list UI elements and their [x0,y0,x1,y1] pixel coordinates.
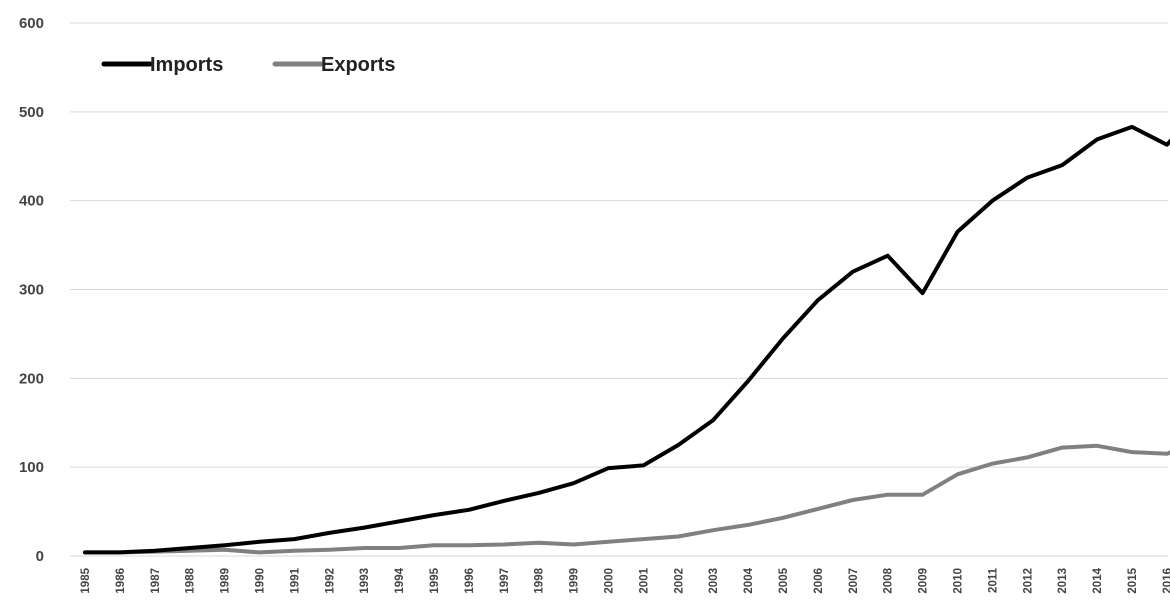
x-tick-label: 2008 [883,567,895,593]
x-tick-label: 2014 [1092,567,1104,593]
gridlines [70,22,1168,557]
x-tick-label: 1987 [150,568,162,594]
series-lines [83,124,1170,555]
x-tick-label: 2011 [987,567,999,593]
x-tick-label: 1996 [464,568,476,594]
legend-item-exports: Exports [272,54,395,76]
x-tick-label: 2015 [1127,567,1139,593]
x-tick-label: 1997 [499,568,511,594]
x-tick-label: 1990 [255,568,267,594]
legend: Imports Exports [101,54,395,76]
x-tick-label: 2001 [638,567,650,593]
x-tick-label: 2002 [673,568,685,594]
x-tick-label: 2009 [918,568,930,594]
y-tick-label: 600 [19,15,44,32]
x-tick-label: 1992 [324,568,336,594]
x-tick-label: 1985 [80,567,92,593]
x-tick-label: 1999 [569,568,581,594]
x-tick-label: 2016 [1162,568,1170,594]
y-tick-label: 200 [19,370,44,387]
x-tick-label: 1989 [220,568,232,594]
x-tick-label: 2004 [743,567,755,593]
series-line-imports [83,124,1170,555]
x-tick-label: 1994 [394,567,406,593]
y-tick-label: 300 [19,282,44,299]
x-tick-label: 2010 [953,568,965,594]
x-tick-label: 1993 [359,568,371,594]
x-tick-label: 2003 [708,568,720,594]
x-tick-label: 2013 [1057,568,1069,594]
x-tick-label: 1998 [534,567,546,593]
x-tick-label: 1988 [185,567,197,593]
y-axis-ticks: 0 100 200 300 400 500 600 [19,15,44,565]
x-tick-label: 2005 [778,567,790,593]
x-tick-label: 1991 [289,567,301,593]
series-line-exports [83,443,1170,555]
y-tick-label: 0 [36,548,44,565]
x-axis-ticks: 1985 1986 1987 1988 1989 1990 1991 1992 1993 1994… [80,567,1170,593]
y-tick-label: 400 [19,193,44,210]
x-tick-label: 1995 [429,567,441,593]
legend-item-imports: Imports [101,54,223,76]
legend-label-exports: Exports [321,54,395,76]
y-tick-label: 500 [19,104,44,121]
y-tick-label: 100 [19,459,44,476]
x-tick-label: 2007 [848,568,860,594]
x-tick-label: 2006 [813,568,825,594]
x-tick-label: 1986 [115,568,127,594]
x-tick-label: 2012 [1022,568,1034,594]
x-tick-label: 2000 [604,568,616,594]
legend-label-imports: Imports [150,54,223,76]
